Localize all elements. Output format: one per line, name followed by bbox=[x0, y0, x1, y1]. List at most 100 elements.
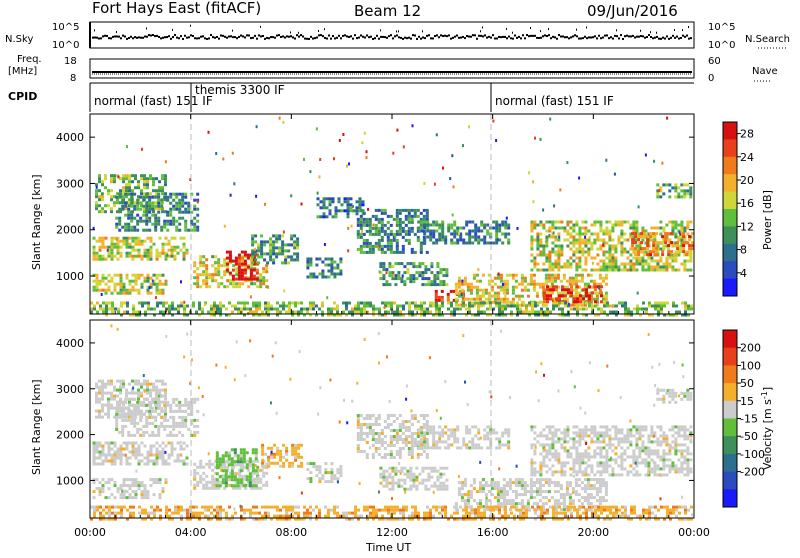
echo-cell bbox=[320, 206, 323, 209]
echo-speck bbox=[319, 158, 321, 161]
echo-cell bbox=[530, 277, 533, 280]
echo-cell bbox=[281, 249, 284, 252]
echo-cell bbox=[114, 246, 117, 249]
echo-cell bbox=[357, 305, 360, 308]
echo-cell bbox=[593, 224, 596, 227]
echo-cell bbox=[426, 236, 429, 239]
echo-cell bbox=[163, 428, 166, 431]
echo-cell bbox=[436, 271, 439, 274]
echo-cell bbox=[98, 401, 101, 404]
echo-cell bbox=[168, 311, 171, 314]
echo-cell bbox=[278, 246, 281, 249]
echo-cell bbox=[542, 227, 545, 230]
echo-cell bbox=[557, 251, 560, 254]
echo-cell bbox=[409, 467, 412, 470]
echo-cell bbox=[183, 258, 186, 261]
echo-cell bbox=[350, 209, 353, 212]
echo-cell bbox=[375, 308, 378, 311]
echo-cell bbox=[495, 233, 498, 236]
echo-cell bbox=[238, 272, 241, 275]
nsky-point bbox=[414, 34, 416, 36]
echo-cell bbox=[151, 407, 154, 410]
echo-cell bbox=[303, 308, 306, 311]
echo-cell bbox=[584, 242, 587, 245]
echo-cell bbox=[477, 443, 480, 446]
echo-cell bbox=[137, 180, 140, 183]
echo-cell bbox=[177, 305, 180, 308]
nsky-point bbox=[164, 36, 166, 38]
echo-cell bbox=[390, 245, 393, 248]
echo-cell bbox=[554, 239, 557, 242]
echo-cell bbox=[468, 230, 471, 233]
echo-cell bbox=[643, 253, 646, 256]
echo-cell bbox=[438, 425, 441, 428]
echo-cell bbox=[105, 237, 108, 240]
echo-cell bbox=[540, 308, 543, 311]
echo-cell bbox=[450, 302, 453, 305]
echo-cell bbox=[291, 462, 294, 465]
echo-cell bbox=[201, 308, 204, 311]
echo-cell bbox=[636, 311, 639, 314]
echo-cell bbox=[154, 434, 157, 437]
echo-cell bbox=[99, 457, 102, 460]
echo-cell bbox=[267, 305, 270, 308]
echo-cell bbox=[662, 266, 665, 269]
echo-cell bbox=[249, 484, 252, 487]
echo-cell bbox=[256, 285, 259, 288]
echo-cell bbox=[135, 454, 138, 457]
echo-cell bbox=[667, 253, 670, 256]
echo-cell bbox=[193, 223, 196, 226]
echo-cell bbox=[356, 206, 359, 209]
echo-cell bbox=[101, 398, 104, 401]
echo-speck bbox=[342, 133, 344, 136]
echo-cell bbox=[278, 234, 281, 237]
echo-cell bbox=[686, 192, 689, 195]
echo-cell bbox=[196, 466, 199, 469]
echo-cell bbox=[372, 453, 375, 456]
echo-cell bbox=[125, 177, 128, 180]
echo-cell bbox=[442, 473, 445, 476]
nsky-point bbox=[336, 37, 338, 39]
echo-cell bbox=[682, 235, 685, 238]
echo-cell bbox=[99, 454, 102, 457]
echo-cell bbox=[165, 302, 168, 305]
echo-cell bbox=[578, 251, 581, 254]
echo-cell bbox=[243, 460, 246, 463]
nsky-point bbox=[660, 38, 662, 40]
echo-cell bbox=[608, 260, 611, 263]
echo-cell bbox=[536, 233, 539, 236]
echo-cell bbox=[608, 239, 611, 242]
echo-speck bbox=[553, 231, 555, 234]
echo-cell bbox=[159, 274, 162, 277]
echo-cell bbox=[430, 262, 433, 265]
echo-cell bbox=[142, 434, 145, 437]
echo-cell bbox=[614, 257, 617, 260]
echo-cell bbox=[146, 392, 149, 395]
echo-cell bbox=[569, 257, 572, 260]
echo-cell bbox=[126, 463, 129, 466]
echo-cell bbox=[153, 460, 156, 463]
echo-cell bbox=[494, 283, 497, 286]
echo-cell bbox=[632, 230, 635, 233]
echo-cell bbox=[533, 280, 536, 283]
echo-cell bbox=[126, 237, 129, 240]
echo-cell bbox=[602, 269, 605, 272]
nsky-point bbox=[326, 38, 328, 40]
echo-cell bbox=[117, 258, 120, 261]
echo-cell bbox=[634, 232, 637, 235]
echo-cell bbox=[453, 428, 456, 431]
echo-cell bbox=[563, 298, 566, 301]
echo-cell bbox=[123, 493, 126, 496]
echo-cell bbox=[397, 277, 400, 280]
echo-cell bbox=[265, 264, 268, 267]
echo-cell bbox=[418, 271, 421, 274]
echo-cell bbox=[360, 245, 363, 248]
echo-cell bbox=[584, 233, 587, 236]
echo-cell bbox=[554, 280, 557, 283]
echo-cell bbox=[126, 302, 129, 305]
echo-cell bbox=[671, 186, 674, 189]
echo-cell bbox=[164, 389, 167, 392]
echo-cell bbox=[120, 445, 123, 448]
echo-cell bbox=[357, 311, 360, 314]
echo-cell bbox=[542, 254, 545, 257]
